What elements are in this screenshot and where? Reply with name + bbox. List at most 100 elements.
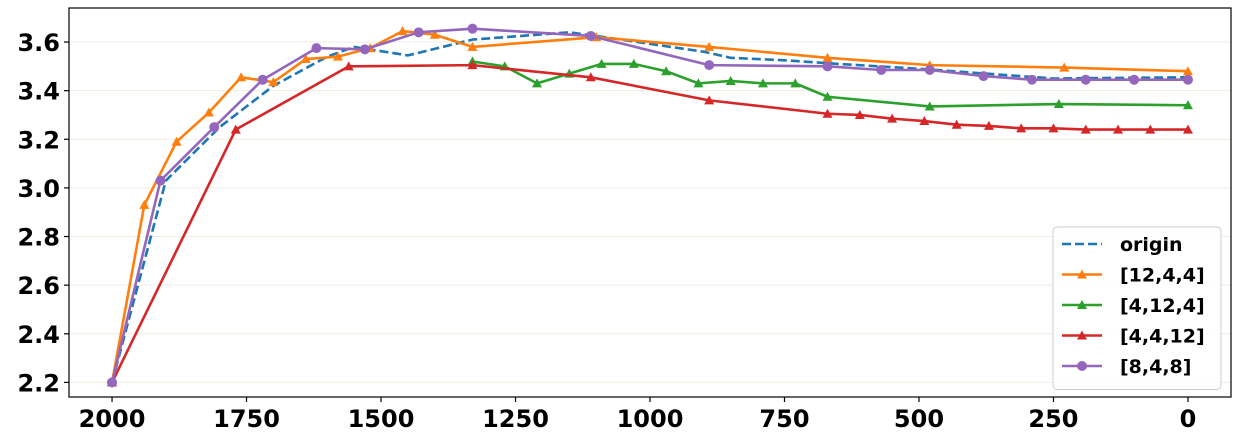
legend-marker [1077,269,1087,279]
data-point [236,72,247,82]
x-tick-label: 250 [1028,405,1078,433]
data-point [413,27,424,38]
grid-layer [69,41,1231,383]
data-point [1053,99,1064,109]
data-point [532,78,543,88]
data-point [585,30,596,41]
data-point [628,58,639,68]
tick-layer: 2.2 2.4 2.6 2.8 3.0 3.2 3.4 3.6 2000 1750 1500 1250… [17,29,1196,433]
data-point [1080,124,1091,134]
data-point [854,109,865,119]
series-line-origin [110,31,1188,383]
data-point [661,66,672,76]
x-tick-label: 0 [1180,405,1197,433]
y-tick-label: 3.6 [17,29,60,57]
x-tick-label: 750 [759,405,809,433]
data-point [1026,74,1037,85]
legend-marker [1077,361,1087,371]
data-point [268,77,279,87]
legend-label: origin [1120,234,1183,256]
legend-item-12-4-4: [12,4,4] [1062,265,1205,287]
series-4-4-12 [107,60,1193,387]
data-point [332,51,343,61]
data-point [704,41,715,51]
data-point [1182,100,1193,110]
data-point [397,26,408,36]
data-point [139,199,150,209]
data-point [1145,124,1156,134]
data-point [822,108,833,118]
legend-item-8-4-8: [8,4,8] [1062,356,1191,378]
y-tick-label: 2.4 [17,321,60,349]
x-tick-label: 1250 [482,405,549,433]
data-point [359,44,370,55]
legend-item-4-12-4: [4,12,4] [1062,295,1205,317]
y-tick-label: 3.4 [17,78,60,106]
legend-item-origin: origin [1062,234,1183,256]
data-point [1080,74,1091,85]
data-point [209,122,220,133]
y-tick-label: 2.6 [17,272,60,300]
data-point [757,78,768,88]
series-line-4-4-12 [110,63,1190,384]
x-tick-label: 1500 [348,405,415,433]
data-point [983,120,994,130]
data-point [978,71,989,82]
data-point [467,60,478,70]
data-point [924,64,935,75]
legend-label: [4,12,4] [1120,295,1205,317]
data-point [704,60,715,71]
series-origin [110,31,1188,383]
legend-item-4-4-12: [4,4,12] [1062,326,1205,348]
data-point [155,175,166,186]
legend-marker [1077,300,1087,309]
legend-label: [8,4,8] [1120,356,1191,378]
y-tick-label: 3.0 [17,175,60,203]
data-point [1182,66,1193,76]
data-point [693,78,704,88]
data-point [343,61,354,71]
data-point [230,124,241,134]
y-tick-label: 3.2 [17,126,60,154]
data-point [585,72,596,82]
data-point [467,23,478,34]
data-point [1059,62,1070,72]
data-point [467,41,478,51]
data-point [725,75,736,85]
data-point [919,116,930,126]
data-point [300,54,311,64]
y-tick-label: 2.2 [17,369,60,397]
x-tick-label: 2000 [79,405,146,433]
data-point [1113,124,1124,134]
series-line-8-4-8 [110,27,1190,384]
data-point [887,113,898,123]
series-layer [107,23,1193,388]
y-tick-label: 2.8 [17,224,60,252]
data-point [951,119,962,129]
data-point [257,74,268,85]
series-line-12-4-4 [110,29,1190,384]
data-point [822,52,833,62]
data-point [1182,124,1193,134]
legend: origin [12,4,4] [4,12,4] [4,4,12] [8,4,8] [1052,226,1222,390]
data-point [1016,123,1027,133]
data-point [311,43,322,54]
legend-box [1052,226,1222,390]
data-point [1182,74,1193,85]
x-tick-label: 1750 [213,405,280,433]
data-point [822,91,833,101]
data-point [924,101,935,111]
data-point [790,78,801,88]
data-point [704,95,715,105]
data-point [203,107,214,117]
data-point [1129,74,1140,85]
data-point [429,29,440,39]
x-tick-label: 1000 [617,405,684,433]
data-point [876,64,887,75]
data-point [1048,123,1059,133]
legend-label: [4,4,12] [1120,326,1205,348]
legend-label: [12,4,4] [1120,265,1205,287]
data-point [596,58,607,68]
